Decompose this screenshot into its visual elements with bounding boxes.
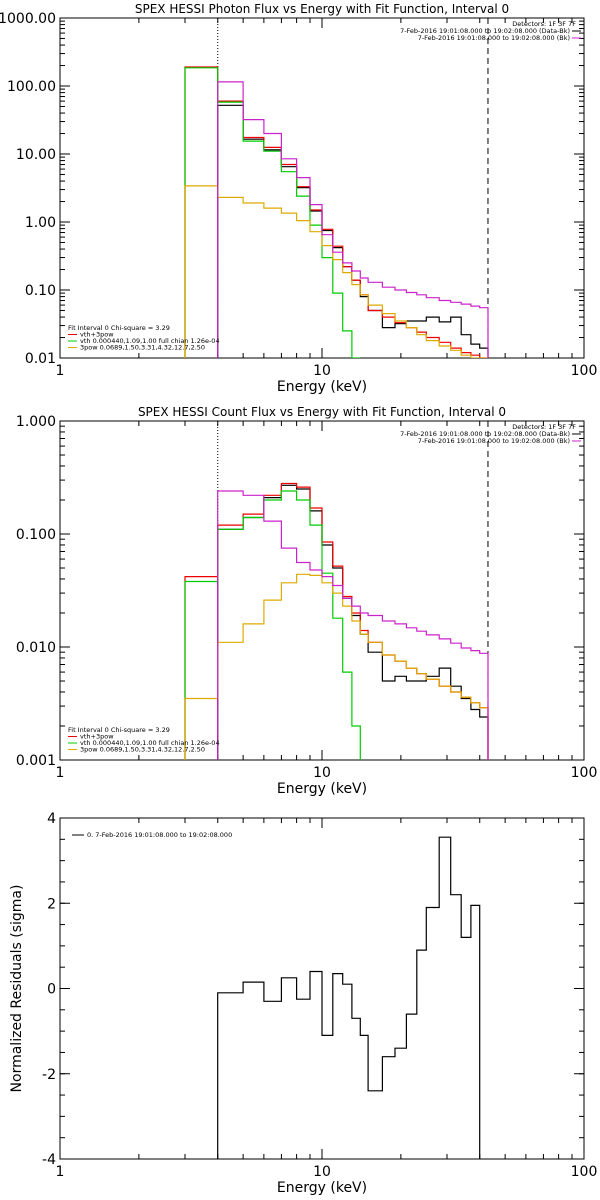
series-5-histogram (217, 490, 489, 760)
y-tick-label: -4 (42, 1152, 56, 1168)
bottom-legend-entry: vth+3pow (80, 733, 114, 741)
x-tick-label: 10 (313, 363, 331, 379)
series-group (184, 482, 489, 760)
chart-title: SPEX HESSI Count Flux vs Energy with Fit… (138, 405, 506, 419)
x-tick-label: 10 (313, 1164, 331, 1180)
top-legend-entry: 7-Feb-2016 19:01:08.000 to 19:02:08.000 … (400, 430, 570, 438)
y-tick-label: 0.001 (16, 753, 56, 769)
panel-3: 1 10 100 Energy (keV) -4 -2 0 2 4 Normalized Resi… (9, 811, 597, 1196)
y-tick-label: 0.100 (16, 527, 56, 543)
series-3-histogram (184, 490, 361, 760)
legend-entry: 0. 7-Feb-2016 19:01:08.000 to 19:02:08.0… (87, 831, 232, 839)
series-4-histogram (184, 573, 489, 760)
bottom-legend-entry: 3pow 0.0689,1.50,3.31,4.32,12.7,2.50 (80, 344, 205, 352)
top-legend-entry: 7-Feb-2016 19:01:08.000 to 19:02:08.000 … (400, 27, 570, 35)
x-axis-label: Energy (keV) (277, 379, 367, 395)
top-legend-entry: Detectors: 1F 3F 7F (512, 423, 576, 431)
top-legend-entry: 7-Feb-2016 19:01:08.000 to 19:02:08.000 … (418, 34, 570, 42)
y-tick-label: 100.00 (7, 79, 56, 95)
y-tick-label: 4 (47, 811, 56, 827)
series-2-histogram (184, 482, 489, 760)
y-tick-label: 0.010 (16, 640, 56, 656)
y-tick-label: 2 (47, 896, 56, 912)
bottom-legend-entry: vth 0.000440,1.09,1.00 full chian 1.26e-… (80, 739, 220, 747)
series-group (184, 66, 489, 358)
x-tick-label: 100 (571, 1164, 598, 1180)
plot-frame (59, 17, 585, 359)
bottom-legend-entry: vth+3pow (80, 331, 114, 339)
x-tick-label: 10 (313, 765, 331, 781)
y-tick-label: 0.10 (25, 283, 56, 299)
chart-title: SPEX HESSI Photon Flux vs Energy with Fi… (135, 2, 509, 16)
bottom-legend-entry: Fit Interval 0 Chi-square = 3.29 (68, 726, 170, 734)
bottom-legend-entry: Fit Interval 0 Chi-square = 3.29 (68, 324, 170, 332)
bottom-legend-entry: vth 0.000440,1.09,1.00 full chian 1.26e-… (80, 337, 220, 345)
bottom-legend-entry: 3pow 0.0689,1.50,3.31,4.32,12.7,2.50 (80, 746, 205, 754)
top-legend-entry: 7-Feb-2016 19:01:08.000 to 19:02:08.000 … (418, 437, 570, 445)
panel-2: SPEX HESSI Count Flux vs Energy with Fit… (16, 405, 597, 797)
x-tick-label: 1 (56, 363, 65, 379)
x-axis-label: Energy (keV) (277, 1180, 367, 1196)
x-tick-label: 1 (56, 1164, 65, 1180)
y-tick-label: 0.01 (25, 351, 56, 367)
y-tick-label: -2 (42, 1067, 56, 1083)
y-tick-label: 1.00 (25, 215, 56, 231)
series-group (217, 836, 481, 1159)
y-tick-label: 1.000 (16, 414, 56, 430)
series-1-histogram (217, 484, 489, 760)
x-tick-label: 100 (571, 765, 598, 781)
series-2-histogram (184, 66, 488, 358)
y-tick-label: 10.00 (16, 147, 56, 163)
x-axis-label: Energy (keV) (277, 781, 367, 797)
series-1-histogram (217, 104, 489, 358)
y-axis-label: Normalized Residuals (sigma) (9, 885, 25, 1093)
x-tick-label: 100 (571, 363, 598, 379)
x-tick-label: 1 (56, 765, 65, 781)
y-tick-label: 0 (47, 982, 56, 998)
series-5-histogram (217, 81, 489, 358)
plot-frame (59, 420, 585, 761)
top-legend-entry: Detectors: 1F 3F 7F (512, 20, 576, 28)
series-4-histogram (184, 185, 488, 358)
panel-1: SPEX HESSI Photon Flux vs Energy with Fi… (0, 2, 597, 395)
series-1-histogram (217, 836, 481, 1159)
series-3-histogram (184, 67, 361, 358)
y-tick-label: 1000.00 (0, 11, 56, 27)
